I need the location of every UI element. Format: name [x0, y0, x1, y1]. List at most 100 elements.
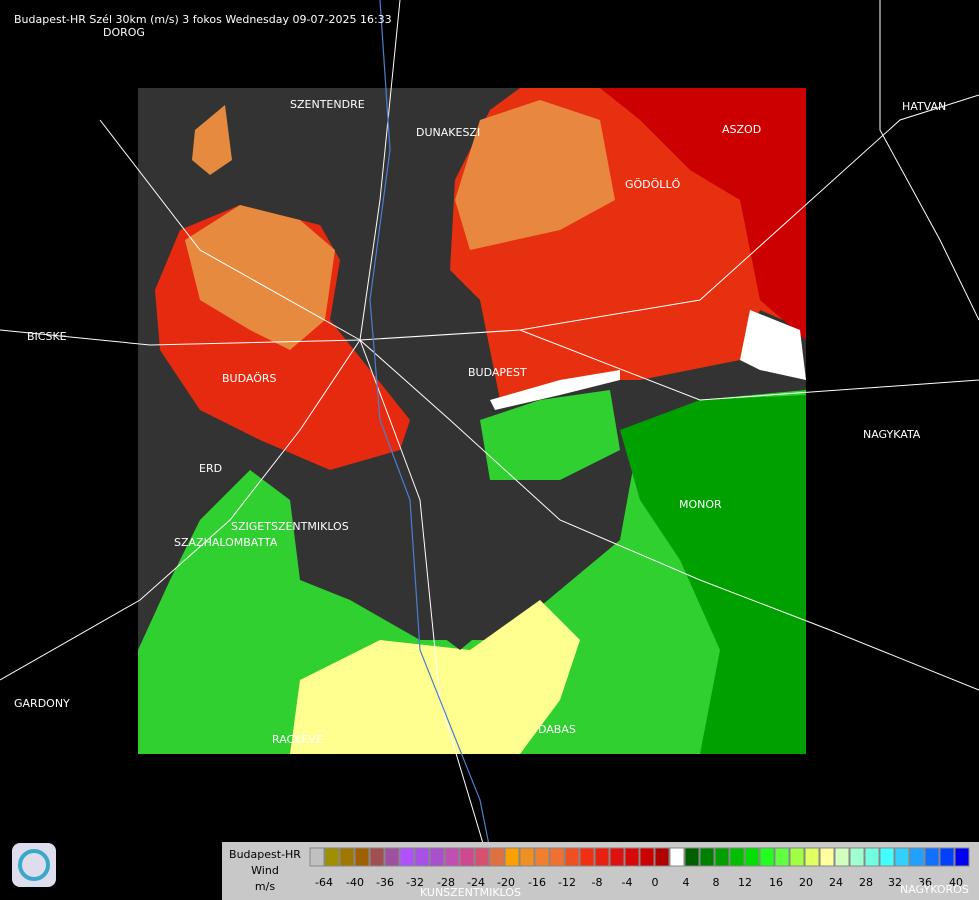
- scale-label: 28: [859, 876, 873, 889]
- color-swatch: [549, 847, 565, 867]
- scale-label: -12: [558, 876, 576, 889]
- place-label: ERD: [199, 462, 222, 475]
- color-swatch: [834, 847, 850, 867]
- color-swatch: [309, 847, 325, 867]
- scale-label: -32: [406, 876, 424, 889]
- logo-swirl: [18, 849, 50, 881]
- color-swatch: [534, 847, 550, 867]
- place-label: NAGYKOROS: [900, 883, 969, 896]
- scale-label: -4: [622, 876, 633, 889]
- place-label: RACKEVE: [272, 733, 323, 746]
- color-swatch: [804, 847, 820, 867]
- color-swatch: [339, 847, 355, 867]
- legend-unit: m/s: [255, 880, 275, 893]
- color-swatch: [429, 847, 445, 867]
- scale-label: 24: [829, 876, 843, 889]
- scale-label: 40: [949, 876, 963, 889]
- title: Budapest-HR Szél 30km (m/s) 3 fokos Wedn…: [14, 13, 392, 26]
- color-swatch: [729, 847, 745, 867]
- place-label: MONOR: [679, 498, 722, 511]
- scale-label: -40: [346, 876, 364, 889]
- place-label: KUNSZENTMIKLOS: [420, 886, 521, 899]
- color-swatch: [939, 847, 955, 867]
- place-label: SZIGETSZENTMIKLOS: [231, 520, 349, 533]
- color-swatch: [414, 847, 430, 867]
- place-label: DOROG: [103, 26, 145, 39]
- scale-label: 12: [738, 876, 752, 889]
- place-label: HATVAN: [902, 100, 946, 113]
- color-swatch: [459, 847, 475, 867]
- color-swatch: [684, 847, 700, 867]
- echo-green-center: [480, 390, 620, 480]
- place-label: DUNAKESZI: [416, 126, 480, 139]
- color-swatch: [354, 847, 370, 867]
- color-swatch: [474, 847, 490, 867]
- color-swatch: [954, 847, 970, 867]
- color-swatch: [879, 847, 895, 867]
- color-swatch: [924, 847, 940, 867]
- scale-label: 20: [799, 876, 813, 889]
- scale-label: -36: [376, 876, 394, 889]
- logo: [12, 843, 56, 887]
- place-label: SZENTENDRE: [290, 98, 365, 111]
- color-swatch: [894, 847, 910, 867]
- color-swatch: [489, 847, 505, 867]
- place-label: BUDAPEST: [468, 366, 527, 379]
- echo-orange-small: [192, 105, 232, 175]
- scale-label: 4: [683, 876, 690, 889]
- scale-label: -28: [437, 876, 455, 889]
- place-label: NAGYKATA: [863, 428, 921, 441]
- color-swatch: [654, 847, 670, 867]
- scale-label: 36: [918, 876, 932, 889]
- color-swatch: [909, 847, 925, 867]
- color-swatch: [384, 847, 400, 867]
- place-label: BUDAÖRS: [222, 372, 277, 385]
- place-label: SZAZHALOMBATTA: [174, 536, 278, 549]
- color-swatch: [369, 847, 385, 867]
- color-swatch: [564, 847, 580, 867]
- scale-label: -64: [315, 876, 333, 889]
- echo-white-east: [740, 310, 806, 380]
- scale-label: 32: [888, 876, 902, 889]
- legend-quantity: Wind: [251, 864, 279, 877]
- echo-gap: [300, 480, 520, 650]
- color-swatch: [849, 847, 865, 867]
- echo-darkgreen: [620, 395, 806, 754]
- scale-label: -24: [467, 876, 485, 889]
- color-swatch: [744, 847, 760, 867]
- color-swatch: [579, 847, 595, 867]
- color-swatch: [519, 847, 535, 867]
- place-label: ASZOD: [722, 123, 761, 136]
- scale-label: -16: [528, 876, 546, 889]
- color-swatch: [699, 847, 715, 867]
- echo-yellow: [290, 600, 580, 754]
- color-swatch: [444, 847, 460, 867]
- echo-darkred: [600, 88, 806, 340]
- legend-station: Budapest-HR: [229, 848, 301, 861]
- color-swatch: [774, 847, 790, 867]
- color-swatch: [669, 847, 685, 867]
- scale-label: 8: [713, 876, 720, 889]
- color-swatch: [759, 847, 775, 867]
- legend: Budapest-HR Wind m/s -64 -40 -36 -32 -28 -24-…: [222, 842, 979, 900]
- scale-label: -8: [592, 876, 603, 889]
- color-swatch: [324, 847, 340, 867]
- place-label: GÖDÖLLŐ: [625, 177, 681, 191]
- color-swatch: [714, 847, 730, 867]
- scale-label: -20: [497, 876, 515, 889]
- color-swatch: [639, 847, 655, 867]
- color-swatch: [624, 847, 640, 867]
- echo-orange-west: [185, 205, 335, 350]
- echo-white: [490, 370, 620, 410]
- place-label: GARDONY: [14, 697, 70, 710]
- color-swatch: [819, 847, 835, 867]
- scale-label: 16: [769, 876, 783, 889]
- color-swatch: [594, 847, 610, 867]
- place-label: DABAS: [538, 723, 576, 736]
- color-swatch: [789, 847, 805, 867]
- place-label: BICSKE: [27, 330, 67, 343]
- color-swatch: [399, 847, 415, 867]
- color-swatch: [504, 847, 520, 867]
